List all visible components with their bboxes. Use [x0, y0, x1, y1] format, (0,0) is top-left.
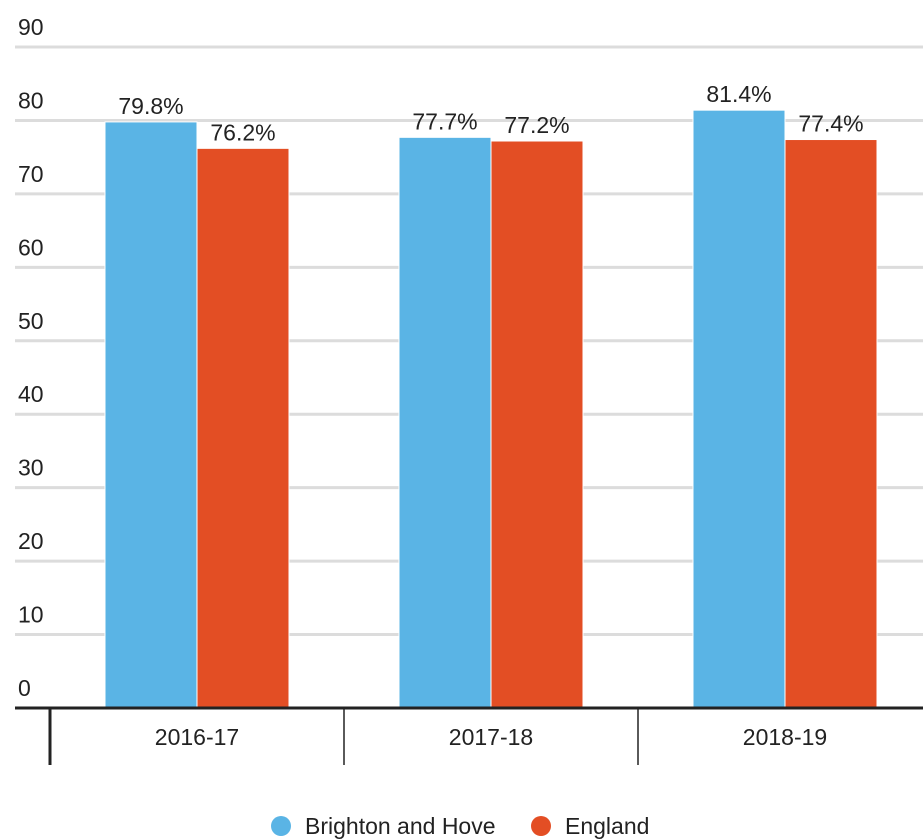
bar — [784, 139, 878, 709]
legend-label: England — [565, 813, 649, 839]
bar — [398, 136, 492, 709]
y-tick-label: 0 — [18, 675, 31, 701]
value-label: 77.7% — [412, 108, 477, 134]
value-label: 79.8% — [118, 93, 183, 119]
legend-label: Brighton and Hove — [305, 813, 496, 839]
y-tick-label: 10 — [18, 602, 44, 628]
legend-swatch — [531, 816, 551, 836]
y-tick-label: 70 — [18, 161, 44, 187]
y-tick-label: 90 — [18, 14, 44, 40]
y-tick-label: 80 — [18, 87, 44, 113]
value-label: 77.2% — [504, 112, 569, 138]
x-tick-label: 2016-17 — [155, 724, 239, 750]
value-label: 81.4% — [706, 81, 771, 107]
y-tick-label: 40 — [18, 381, 44, 407]
y-tick-label: 50 — [18, 308, 44, 334]
y-tick-label: 20 — [18, 528, 44, 554]
x-tick-label: 2017-18 — [449, 724, 533, 750]
bar — [104, 121, 198, 709]
value-label: 76.2% — [210, 119, 275, 145]
bar — [490, 140, 584, 709]
value-label: 77.4% — [798, 111, 863, 137]
x-tick-label: 2018-19 — [743, 724, 827, 750]
legend-swatch — [271, 816, 291, 836]
bar — [692, 109, 786, 709]
y-tick-label: 60 — [18, 234, 44, 260]
bar — [196, 147, 290, 709]
y-tick-label: 30 — [18, 455, 44, 481]
